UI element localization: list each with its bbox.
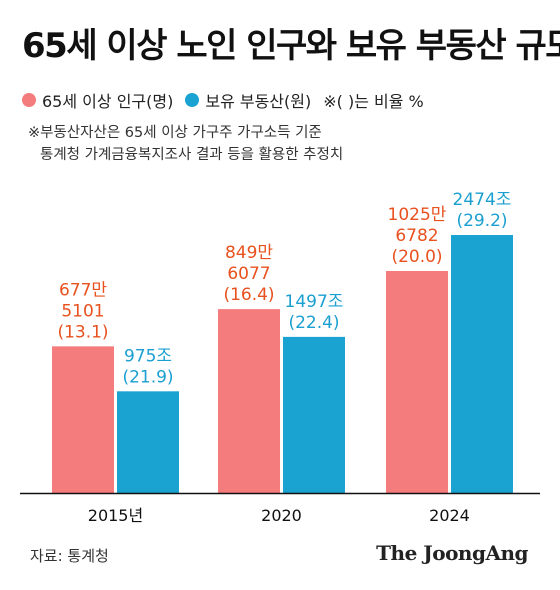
legend-note-text: ※( )는 비율 % — [323, 92, 424, 111]
footnote-line-1: ※부동산자산은 65세 이상 가구주 가구소득 기준 — [28, 125, 322, 141]
data-label-population-0-0: 677만 — [59, 280, 107, 300]
x-tick-label-0: 2015년 — [88, 506, 143, 525]
legend-swatch-population — [22, 93, 36, 107]
brand-logo: The JoongAng — [376, 541, 528, 565]
data-label-population-1-2: (16.4) — [223, 285, 274, 305]
footnote: ※부동산자산은 65세 이상 가구주 가구소득 기준 통계청 가계금융복지조사 … — [28, 122, 343, 166]
source-credit: 자료: 통계청 — [30, 547, 109, 565]
data-label-population-0-1: 5101 — [61, 301, 104, 321]
bar-real-estate-2 — [451, 235, 513, 493]
data-label-population-1-1: 6077 — [227, 264, 270, 284]
legend-label-population: 65세 이상 인구(명) — [42, 92, 174, 111]
legend-note: ※( )는 비율 % — [323, 88, 424, 112]
data-label-population-2-2: (20.0) — [391, 247, 442, 267]
bar-population-2 — [386, 271, 448, 493]
bar-population-1 — [218, 309, 280, 493]
legend-label-real-estate: 보유 부동산(원) — [205, 92, 312, 111]
data-label-real-estate-2-1: (29.2) — [456, 211, 507, 231]
x-tick-label-2: 2024 — [429, 506, 470, 525]
bar-real-estate-1 — [283, 336, 345, 493]
legend-item-real-estate: 보유 부동산(원) — [185, 88, 311, 112]
data-label-real-estate-1-1: (22.4) — [288, 313, 339, 333]
legend-item-population: 65세 이상 인구(명) — [22, 88, 173, 112]
bar-real-estate-0 — [117, 391, 179, 493]
x-tick-label-1: 2020 — [261, 506, 302, 525]
data-label-population-0-2: (13.1) — [57, 322, 108, 342]
data-label-population-2-0: 1025만 — [388, 205, 447, 225]
data-label-population-2-1: 6782 — [395, 226, 438, 246]
legend: 65세 이상 인구(명) 보유 부동산(원) ※( )는 비율 % — [22, 88, 436, 112]
footnote-line-2: 통계청 가계금융복지조사 결과 등을 활용한 추정치 — [40, 147, 344, 163]
chart-title: 65세 이상 노인 인구와 보유 부동산 규모 — [22, 26, 560, 66]
data-label-real-estate-0-0: 975조 — [124, 346, 172, 366]
data-label-real-estate-0-1: (21.9) — [122, 367, 173, 387]
data-label-population-1-0: 849만 — [225, 243, 273, 263]
bar-population-0 — [52, 346, 114, 493]
legend-swatch-real-estate — [185, 93, 200, 107]
data-label-real-estate-1-0: 1497조 — [285, 292, 344, 312]
data-label-real-estate-2-0: 2474조 — [453, 190, 512, 210]
